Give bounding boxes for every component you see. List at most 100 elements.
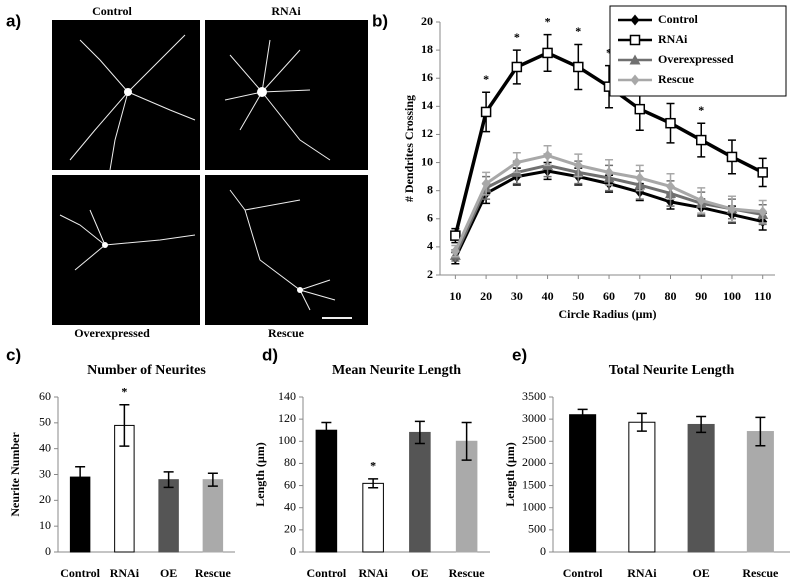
soma xyxy=(257,87,267,97)
x-tick-label: Rescue xyxy=(742,566,779,580)
y-tick-label: 60 xyxy=(39,389,51,403)
error-bar xyxy=(461,421,472,461)
x-tick-label: 50 xyxy=(572,289,584,303)
error-bar xyxy=(577,408,588,421)
soma xyxy=(102,242,108,248)
y-tick-label: 10 xyxy=(421,154,433,168)
panel-label: e) xyxy=(512,345,527,364)
legend-label: Overexpressed xyxy=(658,52,734,66)
marker xyxy=(629,34,641,46)
x-tick-label: Control xyxy=(563,566,603,580)
y-tick-label: 0 xyxy=(290,544,296,558)
legend-label: Control xyxy=(658,12,698,26)
legend-label: Rescue xyxy=(658,72,695,86)
x-tick-label: Rescue xyxy=(449,566,486,580)
marker xyxy=(450,230,461,241)
y-tick-label: 120 xyxy=(278,411,296,425)
y-tick-label: 10 xyxy=(39,518,51,532)
image-panel xyxy=(52,175,200,325)
bar xyxy=(687,423,715,553)
x-axis-label: Circle Radius (µm) xyxy=(558,307,656,321)
chart-title: Number of Neurites xyxy=(87,363,206,378)
panel-label: b) xyxy=(372,11,388,30)
y-tick-label: 30 xyxy=(39,466,51,480)
error-bar xyxy=(163,471,174,489)
x-tick-label: 60 xyxy=(603,289,615,303)
error-bar xyxy=(368,478,379,489)
marker xyxy=(695,134,707,146)
marker xyxy=(630,74,640,86)
y-tick-label: 500 xyxy=(528,522,546,536)
annotation: * xyxy=(483,72,489,86)
x-tick-label: OE xyxy=(160,566,177,580)
y-axis-label: Length (µm) xyxy=(503,442,517,507)
x-tick-label: 40 xyxy=(542,289,554,303)
neuron-sketch xyxy=(59,34,352,319)
x-tick-label: RNAi xyxy=(627,566,657,580)
x-tick-label: 100 xyxy=(723,289,741,303)
y-tick-label: 3000 xyxy=(522,411,546,425)
x-tick-label: 90 xyxy=(695,289,707,303)
x-tick-label: RNAi xyxy=(358,566,388,580)
y-tick-label: 2000 xyxy=(522,455,546,469)
x-tick-label: 70 xyxy=(634,289,646,303)
marker xyxy=(634,103,646,115)
y-tick-label: 4 xyxy=(427,239,433,253)
image-label: Rescue xyxy=(268,326,305,340)
y-axis-label: Neurite Number xyxy=(8,432,22,517)
micrographs: Control RNAi Overexpressed Rescue xyxy=(52,4,368,340)
marker xyxy=(629,54,641,65)
y-tick-label: 40 xyxy=(284,499,296,513)
y-tick-label: 0 xyxy=(540,544,546,558)
panel-label: d) xyxy=(262,345,278,364)
x-tick-label: OE xyxy=(692,566,709,580)
x-tick-label: 20 xyxy=(480,289,492,303)
chart-title: Total Neurite Length xyxy=(609,363,735,378)
bar xyxy=(315,429,338,553)
image-label: Control xyxy=(92,4,132,18)
annotation: * xyxy=(545,14,551,28)
y-tick-label: 1000 xyxy=(522,499,546,513)
bar xyxy=(569,414,597,553)
x-tick-label: 110 xyxy=(754,289,771,303)
y-tick-label: 8 xyxy=(427,182,433,196)
marker xyxy=(727,203,737,215)
bar xyxy=(202,479,224,553)
bar xyxy=(409,431,431,553)
bar xyxy=(362,482,384,553)
soma xyxy=(297,287,303,293)
y-tick-label: 60 xyxy=(284,477,296,491)
image-panel xyxy=(205,20,368,170)
y-tick-label: 140 xyxy=(278,389,296,403)
y-tick-label: 0 xyxy=(45,544,51,558)
marker xyxy=(726,151,738,163)
marker xyxy=(511,61,523,73)
marker xyxy=(635,172,645,184)
image-panel xyxy=(205,175,368,325)
y-tick-label: 1500 xyxy=(522,477,546,491)
marker xyxy=(543,150,553,162)
marker xyxy=(758,206,768,218)
marker xyxy=(573,159,583,171)
error-bar xyxy=(755,416,766,447)
y-tick-label: 6 xyxy=(427,211,433,225)
bar xyxy=(158,479,179,553)
x-tick-label: RNAi xyxy=(110,566,140,580)
bar xyxy=(69,476,91,553)
marker xyxy=(666,180,676,192)
y-tick-label: 16 xyxy=(421,70,433,84)
y-tick-label: 20 xyxy=(421,14,433,28)
marker xyxy=(481,178,491,190)
y-tick-label: 3500 xyxy=(522,389,546,403)
error-bar xyxy=(75,466,86,489)
error-bar xyxy=(119,404,130,447)
y-tick-label: 40 xyxy=(39,440,51,454)
legend-label: RNAi xyxy=(658,32,688,46)
annotation: * xyxy=(514,30,520,44)
y-tick-label: 2500 xyxy=(522,433,546,447)
annotation: * xyxy=(606,45,612,59)
x-tick-label: 10 xyxy=(449,289,461,303)
x-tick-label: 80 xyxy=(665,289,677,303)
marker xyxy=(696,195,706,207)
